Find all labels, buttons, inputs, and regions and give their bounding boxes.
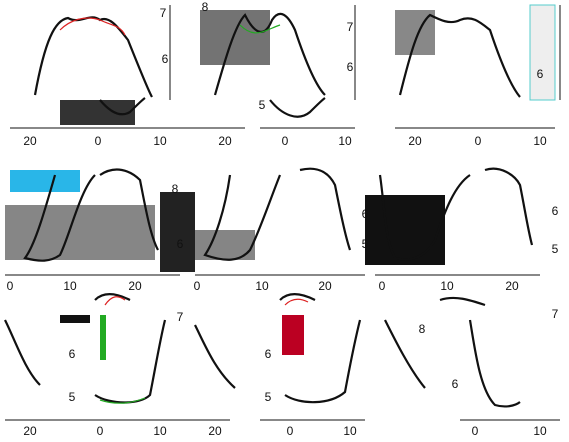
tick-label: 20	[23, 134, 37, 148]
tick-label: 20	[318, 279, 332, 293]
tick-label: 0	[282, 134, 289, 148]
tick-label: 0	[7, 279, 14, 293]
tick-label: 7	[160, 6, 167, 20]
tick-label: 8	[202, 0, 209, 14]
glitch-bands	[5, 5, 555, 360]
tick-label: 10	[153, 134, 167, 148]
tick-label: 10	[533, 424, 547, 438]
tick-label: 6	[347, 60, 354, 74]
tick-label: 20	[208, 424, 222, 438]
tick-label: 0	[97, 424, 104, 438]
tick-label: 5	[69, 390, 76, 404]
tick-label: 0	[95, 134, 102, 148]
tick-label: 7	[177, 310, 184, 324]
tick-label: 10	[343, 424, 357, 438]
tick-label: 6	[552, 204, 559, 218]
screenshot: 6 7 8 7 6 5 6 20 0 10 20 0 10 20 0 10 8 6 6 5 6 5 0 10 20 0 10 20 0 1…	[0, 0, 569, 442]
tick-label: 7	[347, 20, 354, 34]
tick-label: 0	[475, 134, 482, 148]
tick-label: 7	[552, 307, 559, 321]
tick-label: 5	[259, 98, 266, 112]
tick-label: 5	[552, 242, 559, 256]
tick-label: 6	[537, 67, 544, 81]
tick-label: 20	[505, 279, 519, 293]
tick-label: 20	[23, 424, 37, 438]
tick-label: 8	[172, 182, 179, 196]
tick-label: 5	[265, 390, 272, 404]
tick-label: 5	[362, 237, 369, 251]
tick-label: 10	[153, 424, 167, 438]
tick-label: 0	[472, 424, 479, 438]
tick-label: 6	[452, 377, 459, 391]
tick-label: 6	[162, 52, 169, 66]
tick-label: 6	[177, 237, 184, 251]
tick-label: 10	[440, 279, 454, 293]
tick-label: 20	[408, 134, 422, 148]
tick-label: 6	[362, 207, 369, 221]
tick-label: 6	[265, 347, 272, 361]
tick-label: 0	[194, 279, 201, 293]
tick-label: 10	[533, 134, 547, 148]
tick-label: 20	[128, 279, 142, 293]
tick-label: 8	[419, 322, 426, 336]
tick-label: 0	[379, 279, 386, 293]
tick-label: 0	[287, 424, 294, 438]
tick-label: 10	[255, 279, 269, 293]
tick-label: 10	[338, 134, 352, 148]
tick-label: 20	[218, 134, 232, 148]
tick-label: 10	[63, 279, 77, 293]
tick-label: 6	[69, 347, 76, 361]
